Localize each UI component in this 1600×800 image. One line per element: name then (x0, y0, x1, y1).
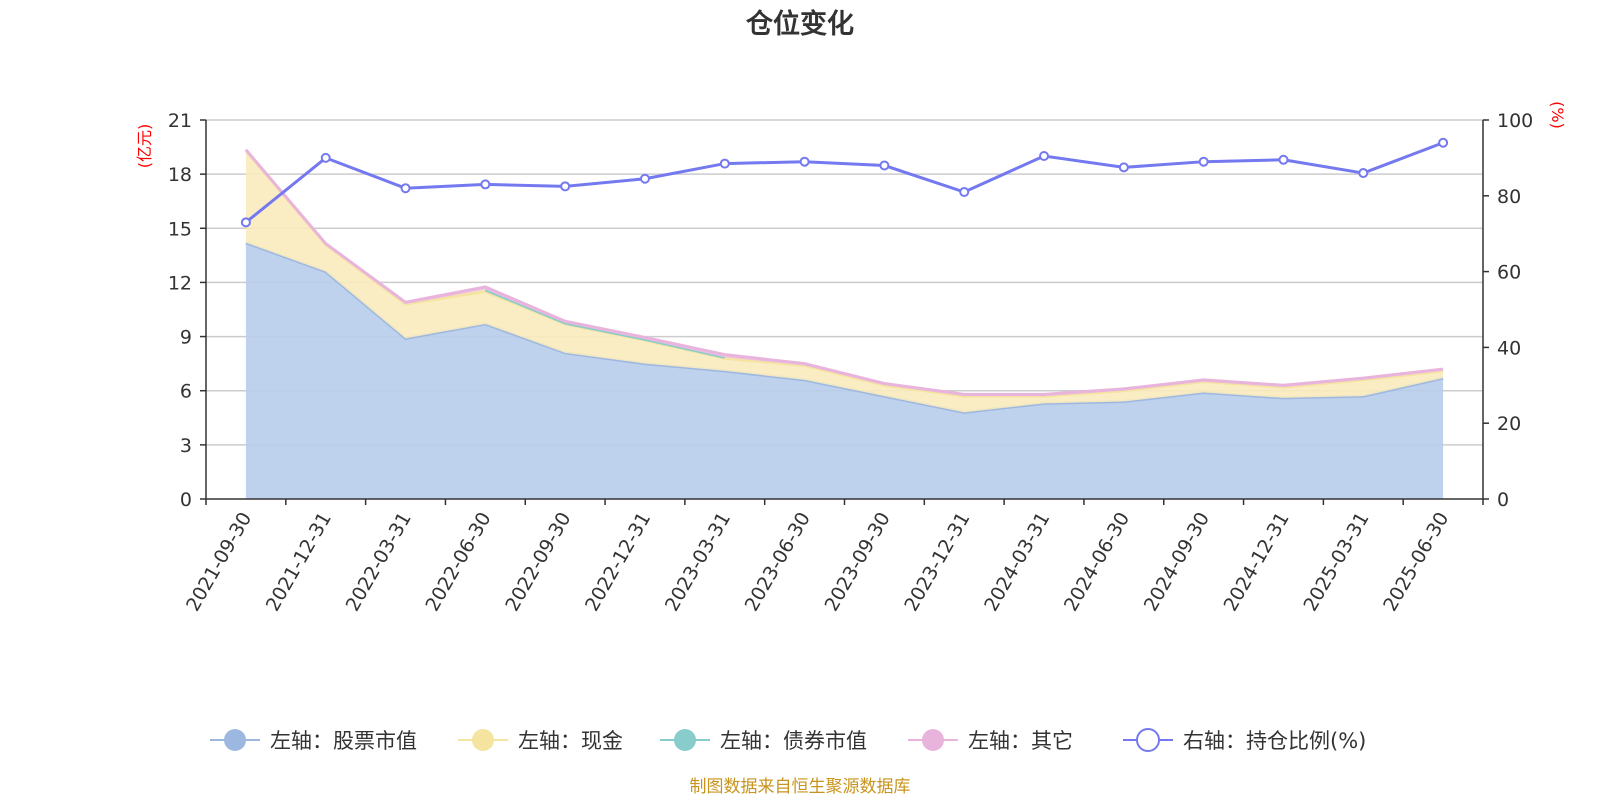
ratio-point (1438, 137, 1449, 148)
left-axis-unit: (亿元) (135, 124, 154, 169)
x-tick-label: 2024-06-30 (1060, 509, 1134, 616)
legend-label: 左轴：债券市值 (720, 729, 867, 753)
x-tick-label: 2022-09-30 (501, 509, 575, 616)
ratio-line-path (244, 141, 1444, 224)
x-tick-label: 2024-09-30 (1140, 509, 1214, 616)
x-tick-label: 2024-12-31 (1220, 509, 1294, 616)
legend-label: 左轴：现金 (518, 729, 623, 753)
x-tick-label: 2023-12-31 (900, 509, 974, 616)
left-tick-label: 21 (168, 110, 192, 132)
ratio-point (959, 187, 970, 198)
left-tick-label: 12 (168, 272, 192, 294)
stacked-areas (244, 148, 1444, 499)
left-tick-label: 6 (180, 381, 192, 403)
ratio-point (400, 183, 411, 194)
right-tick-label: 20 (1497, 413, 1521, 435)
ratio-point (240, 217, 251, 228)
legend-item: 右轴：持仓比例(%) (1123, 728, 1366, 753)
legend-item: 左轴：其它 (908, 729, 1073, 753)
ratio-point (639, 173, 650, 184)
ratio-point (1039, 151, 1050, 162)
ratio-point (1278, 154, 1289, 165)
right-tick-label: 60 (1497, 262, 1521, 284)
right-tick-label: 80 (1497, 186, 1521, 208)
area-左轴：现金 (245, 150, 1444, 413)
legend-item: 左轴：现金 (458, 729, 623, 753)
left-tick-label: 9 (180, 327, 192, 349)
ratio-point (320, 152, 331, 163)
x-tick-label: 2024-03-31 (980, 509, 1054, 616)
legend-marker (922, 729, 944, 751)
right-tick-label: 40 (1497, 337, 1521, 359)
legend: 左轴：股票市值 左轴：现金 左轴：债券市值 左轴：其它 右轴：持仓比例(%) (210, 728, 1366, 753)
area-左轴：股票市值 (245, 242, 1444, 499)
chart-title: 仓位变化 (745, 8, 854, 40)
legend-label: 左轴：股票市值 (270, 729, 417, 753)
right-tick-label: 100 (1497, 110, 1533, 132)
x-tick-label: 2023-06-30 (741, 509, 815, 616)
ratio-line (240, 137, 1449, 228)
ratio-point (480, 179, 491, 190)
left-tick-label: 0 (180, 489, 192, 511)
right-axis-unit: (%) (1548, 101, 1567, 129)
legend-marker (472, 729, 494, 751)
left-tick-label: 18 (168, 164, 192, 186)
legend-label: 左轴：其它 (968, 729, 1073, 753)
legend-marker (224, 729, 246, 751)
legend-marker (674, 729, 696, 751)
legend-marker (1136, 728, 1160, 752)
legend-item: 左轴：股票市值 (210, 729, 417, 753)
ratio-point (1198, 156, 1209, 167)
line-左轴：其它 (244, 148, 1444, 396)
x-tick-label: 2023-03-31 (661, 509, 735, 616)
ratio-point (799, 156, 810, 167)
right-tick-label: 0 (1497, 489, 1509, 511)
ratio-point (1118, 162, 1129, 173)
x-tick-label: 2022-06-30 (421, 509, 495, 616)
legend-item: 左轴：债券市值 (660, 729, 867, 753)
x-tick-label: 2022-03-31 (342, 509, 416, 616)
x-tick-label: 2022-12-31 (581, 509, 655, 616)
x-tick-label: 2025-06-30 (1379, 509, 1453, 616)
left-tick-label: 3 (180, 435, 192, 457)
x-tick-label: 2021-09-30 (182, 509, 256, 616)
ratio-point (1358, 168, 1369, 179)
x-tick-label: 2021-12-31 (262, 509, 336, 616)
left-tick-label: 15 (168, 218, 192, 240)
legend-label: 右轴：持仓比例(%) (1183, 729, 1366, 753)
x-tick-label: 2025-03-31 (1299, 509, 1373, 616)
ratio-point (560, 181, 571, 192)
source-note: 制图数据来自恒生聚源数据库 (690, 777, 911, 797)
ratio-point (719, 158, 730, 169)
ratio-point (879, 160, 890, 171)
x-tick-label: 2023-09-30 (820, 509, 894, 616)
